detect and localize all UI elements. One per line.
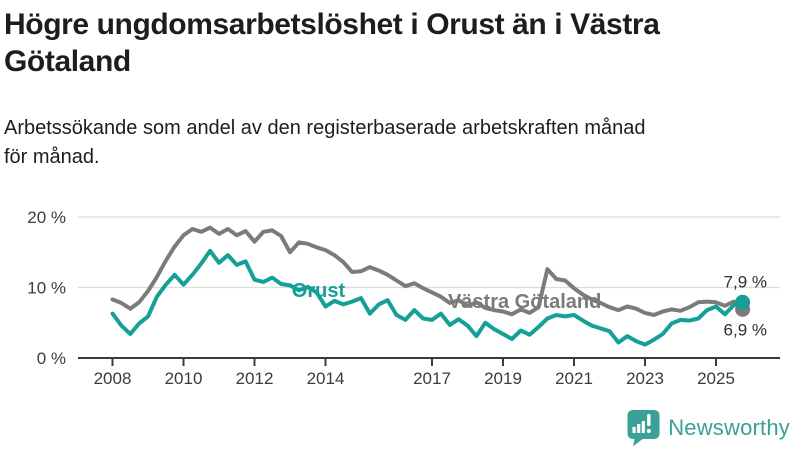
series-end-value-label: 7,9 %: [724, 272, 767, 291]
chart-subtitle-line-2: för månad.: [4, 146, 100, 168]
bar-2: [637, 424, 641, 433]
chart-title-line-1: Högre ungdomsarbetslöshet i Orust än i V…: [4, 8, 660, 41]
newsworthy-bar-chart-bubble-icon: [627, 410, 660, 446]
series-line: [110, 248, 745, 347]
x-tick-label: 2012: [236, 369, 274, 388]
chart-subtitle: Arbetssökande som andel av den registerb…: [4, 114, 794, 172]
newsworthy-logo: Newsworthy: [627, 410, 790, 446]
bar-3: [641, 421, 646, 433]
x-tick-label: 2017: [413, 369, 451, 388]
chart-title: Högre ungdomsarbetslöshet i Orust än i V…: [4, 6, 796, 80]
exclamation-stroke: [647, 414, 651, 426]
line-chart-svg: 0 % 10 % 20 % 2008 2010 2012 2014 2017 2019 2021 2…: [27, 208, 780, 388]
bar-1: [632, 427, 636, 433]
y-tick-label: 20 %: [27, 208, 66, 227]
x-tick-label: 2023: [626, 369, 664, 388]
y-tick-label: 0 %: [37, 349, 66, 368]
x-tick-label: 2019: [484, 369, 522, 388]
x-tick-label: 2010: [165, 369, 203, 388]
y-tick-label: 10 %: [27, 279, 66, 298]
series-end-value-label: 6,9 %: [724, 320, 767, 339]
x-tick-label: 2021: [555, 369, 593, 388]
x-tick-label: 2014: [307, 369, 345, 388]
exclamation-dot: [646, 429, 651, 433]
chart-subtitle-line-1: Arbetssökande som andel av den registerb…: [4, 117, 646, 139]
chart-title-line-2: Götaland: [4, 45, 131, 78]
series-end-dot: [735, 294, 751, 310]
series-inline-label: Västra Götaland: [448, 291, 601, 313]
line-chart: 0 % 10 % 20 % 2008 2010 2012 2014 2017 2019 2021 2…: [0, 195, 800, 400]
x-tick-label: 2008: [94, 369, 132, 388]
series-inline-label: Orust: [292, 280, 346, 302]
newsworthy-wordmark: Newsworthy: [668, 415, 790, 440]
x-tick-label: 2025: [697, 369, 735, 388]
series-line: [110, 225, 745, 317]
